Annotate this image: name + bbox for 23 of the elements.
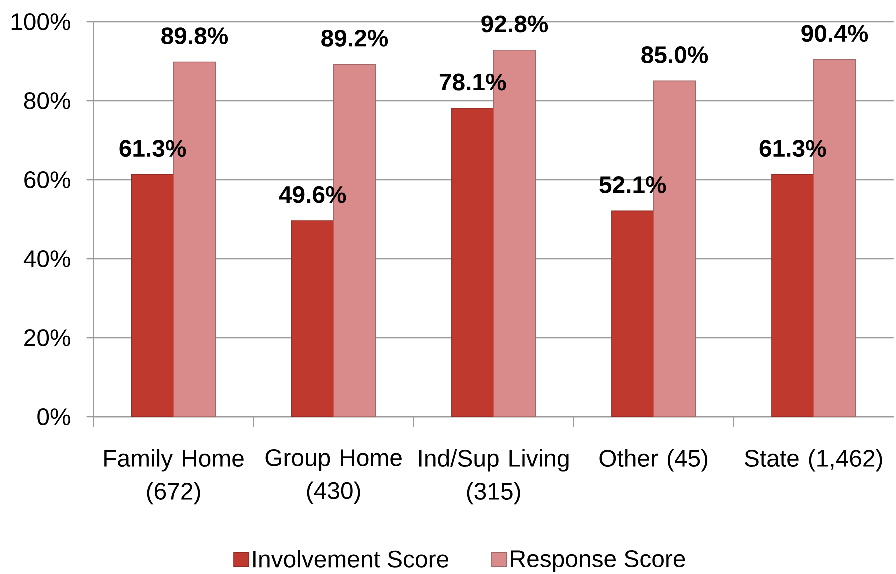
y-tick-label: 40%	[24, 250, 70, 268]
data-label: 92.8%	[482, 16, 548, 33]
bar	[612, 210, 654, 418]
y-tick-label: 0%	[38, 408, 70, 426]
y-tick-label: 100%	[12, 14, 70, 31]
y-tick-label: 60%	[24, 172, 70, 189]
data-label: 90.4%	[802, 25, 868, 42]
x-tick-label: State (1,462)	[745, 450, 882, 472]
data-label: 85.0%	[642, 46, 708, 64]
bar	[131, 174, 174, 418]
legend-label: Involvement Score	[254, 550, 449, 568]
y-tick-label: 20%	[24, 330, 70, 347]
data-label: 89.2%	[322, 30, 388, 48]
x-tick-label: Family Home (672)	[104, 450, 244, 505]
x-tick-label: Other (45)	[600, 450, 708, 472]
bar	[452, 108, 494, 418]
legend-label: Response Score	[511, 550, 686, 572]
bar	[292, 220, 334, 418]
y-tick-label: 80%	[24, 92, 70, 110]
data-label: 89.8%	[162, 28, 228, 45]
bar	[772, 174, 814, 418]
x-tick-label: Ind/Sup Living (315)	[420, 450, 569, 505]
x-tick-label: Group Home (430)	[266, 450, 402, 504]
